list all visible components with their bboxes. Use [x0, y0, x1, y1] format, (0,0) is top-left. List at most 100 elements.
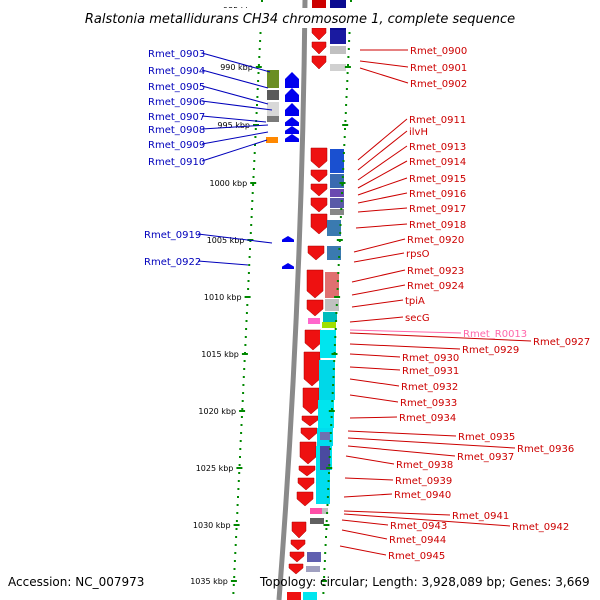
gene-label-text[interactable]: Rmet_0905 — [148, 82, 205, 93]
gene-label-left[interactable]: Rmet_0909 — [148, 131, 269, 151]
gene-label-text[interactable]: Rmet_0913 — [409, 142, 466, 153]
gene-label-left[interactable]: Rmet_0910 — [148, 139, 268, 168]
gene-label-left[interactable]: Rmet_0903 — [148, 49, 271, 73]
gene-label-right[interactable]: Rmet_0942 — [343, 513, 569, 533]
gene-label-right[interactable]: Rmet_0929 — [349, 343, 519, 356]
gene-label-right[interactable]: Rmet_0932 — [349, 378, 458, 393]
gene-label-text[interactable]: Rmet_0927 — [533, 337, 590, 348]
gene-label-text[interactable]: Rmet_0900 — [410, 46, 467, 57]
gene-label-right[interactable]: Rmet_0943 — [341, 519, 447, 532]
gene-label-right[interactable]: tpiA — [351, 296, 425, 308]
gene-label-text[interactable]: Rmet_0945 — [388, 551, 445, 562]
gene-label-text[interactable]: Rmet_0944 — [389, 535, 446, 546]
gene-label-text[interactable]: Rmet_0923 — [407, 266, 464, 277]
gene-label-text[interactable]: Rmet_0936 — [517, 444, 574, 455]
gene-label-right[interactable]: ilvH — [357, 127, 428, 171]
gene-label-text[interactable]: Rmet_0934 — [399, 413, 456, 424]
gene-label-right[interactable]: Rmet_0938 — [345, 455, 453, 471]
gene-label-text[interactable]: Rmet_0939 — [395, 476, 452, 487]
gene-label-right[interactable]: Rmet_0913 — [357, 142, 466, 181]
leader-line — [353, 238, 406, 253]
gene-label-text[interactable]: Rmet_0904 — [148, 66, 205, 77]
gene-label-text[interactable]: tpiA — [405, 296, 425, 307]
gene-label-right[interactable]: Rmet_0918 — [355, 220, 466, 231]
gene-label-right[interactable]: Rmet_0923 — [351, 266, 464, 283]
gene-label-text[interactable]: secG — [405, 313, 430, 324]
gene-label-right[interactable]: Rmet_0915 — [357, 174, 466, 196]
gene-label-text[interactable]: Rmet_0943 — [390, 521, 447, 532]
forward-gene-arrow — [311, 27, 327, 41]
reverse-gene-arrow — [285, 117, 299, 126]
gene-label-right[interactable]: Rmet_0931 — [349, 366, 459, 377]
gene-label-text[interactable]: Rmet_0920 — [407, 235, 464, 246]
gene-label-text[interactable]: Rmet_0933 — [400, 398, 457, 409]
gene-label-right[interactable]: Rmet_0920 — [353, 235, 464, 253]
gene-label-left[interactable]: Rmet_0906 — [148, 97, 273, 111]
gene-label-right[interactable]: Rmet_0927 — [349, 332, 590, 348]
gene-label-right[interactable]: Rmet_0933 — [349, 394, 457, 409]
gene-label-text[interactable]: Rmet_0924 — [407, 281, 464, 292]
gene-label-right[interactable]: Rmet_0924 — [351, 281, 464, 296]
gene-label-text[interactable]: Rmet_0915 — [409, 174, 466, 185]
gene-label-right[interactable]: Rmet_0911 — [357, 115, 466, 161]
gene-label-text[interactable]: Rmet_0907 — [148, 112, 205, 123]
rna-label-right[interactable]: Rmet_R0013 — [349, 329, 527, 340]
gene-label-text[interactable]: Rmet_0932 — [401, 382, 458, 393]
gene-label-text[interactable]: Rmet_0941 — [452, 511, 509, 522]
gene-label-right[interactable]: Rmet_0941 — [343, 510, 509, 522]
gene-label-right[interactable]: Rmet_0940 — [343, 490, 451, 501]
feature-block — [287, 592, 301, 600]
gene-label-text[interactable]: Rmet_0922 — [144, 257, 201, 268]
gene-label-right[interactable]: Rmet_0917 — [357, 204, 466, 215]
gene-label-left[interactable]: Rmet_0919 — [144, 230, 273, 244]
gene-label-right[interactable]: Rmet_0900 — [360, 46, 467, 57]
gene-label-right[interactable]: Rmet_0901 — [359, 60, 467, 74]
gene-label-text[interactable]: Rmet_0935 — [458, 432, 515, 443]
gene-label-text[interactable]: Rmet_0937 — [457, 452, 514, 463]
gene-label-text[interactable]: Rmet_0903 — [148, 49, 205, 60]
gene-label-right[interactable]: Rmet_0937 — [347, 445, 514, 463]
gene-label-left[interactable]: Rmet_0922 — [144, 257, 249, 268]
gene-label-text[interactable]: Rmet_0916 — [409, 189, 466, 200]
gene-label-right[interactable]: rpsO — [353, 249, 430, 263]
gene-label-left[interactable]: Rmet_0905 — [148, 82, 269, 105]
forward-gene-arrow — [310, 183, 328, 197]
ruler-dot — [339, 216, 342, 218]
gene-label-text[interactable]: Rmet_0901 — [410, 63, 467, 74]
gene-label-text[interactable]: Rmet_0909 — [148, 140, 205, 151]
gene-label-text[interactable]: Rmet_0918 — [409, 220, 466, 231]
gene-label-right[interactable]: Rmet_0914 — [357, 157, 466, 189]
gene-label-text[interactable]: Rmet_0942 — [512, 522, 569, 533]
gene-label-left[interactable]: Rmet_0904 — [148, 66, 269, 89]
gene-label-text[interactable]: Rmet_0917 — [409, 204, 466, 215]
gene-label-text[interactable]: Rmet_0919 — [144, 230, 201, 241]
gene-label-right[interactable]: Rmet_0936 — [347, 437, 574, 455]
gene-label-right[interactable]: Rmet_0934 — [349, 413, 456, 424]
gene-label-text[interactable]: Rmet_0910 — [148, 157, 205, 168]
ruler-dot — [233, 568, 236, 570]
gene-label-right[interactable]: Rmet_0916 — [357, 189, 466, 204]
gene-label-right[interactable]: Rmet_0935 — [347, 430, 515, 443]
gene-label-text[interactable]: Rmet_0902 — [410, 79, 467, 90]
gene-label-text[interactable]: Rmet_0931 — [402, 366, 459, 377]
gene-label-text[interactable]: Rmet_0911 — [409, 115, 466, 126]
kbp-tick-label: 1015 kbp — [201, 350, 239, 359]
gene-label-text[interactable]: Rmet_R0013 — [463, 329, 527, 340]
gene-label-text[interactable]: Rmet_0940 — [394, 490, 451, 501]
gene-label-left[interactable]: Rmet_0908 — [148, 124, 269, 136]
gene-label-right[interactable]: Rmet_0939 — [344, 476, 452, 487]
gene-label-left[interactable]: Rmet_0907 — [148, 112, 267, 123]
gene-label-right[interactable]: Rmet_0944 — [341, 529, 446, 546]
gene-label-text[interactable]: Rmet_0908 — [148, 125, 205, 136]
gene-label-text[interactable]: ilvH — [409, 127, 428, 138]
gene-label-text[interactable]: Rmet_0938 — [396, 460, 453, 471]
gene-label-right[interactable]: Rmet_0902 — [359, 67, 467, 90]
gene-label-right[interactable]: secG — [349, 313, 430, 324]
gene-label-right[interactable]: Rmet_0930 — [349, 353, 459, 364]
gene-label-text[interactable]: Rmet_0930 — [402, 353, 459, 364]
gene-label-text[interactable]: Rmet_0929 — [462, 345, 519, 356]
gene-label-text[interactable]: Rmet_0914 — [409, 157, 466, 168]
gene-label-text[interactable]: Rmet_0906 — [148, 97, 205, 108]
gene-label-right[interactable]: Rmet_0945 — [339, 545, 445, 562]
gene-label-text[interactable]: rpsO — [406, 249, 430, 260]
